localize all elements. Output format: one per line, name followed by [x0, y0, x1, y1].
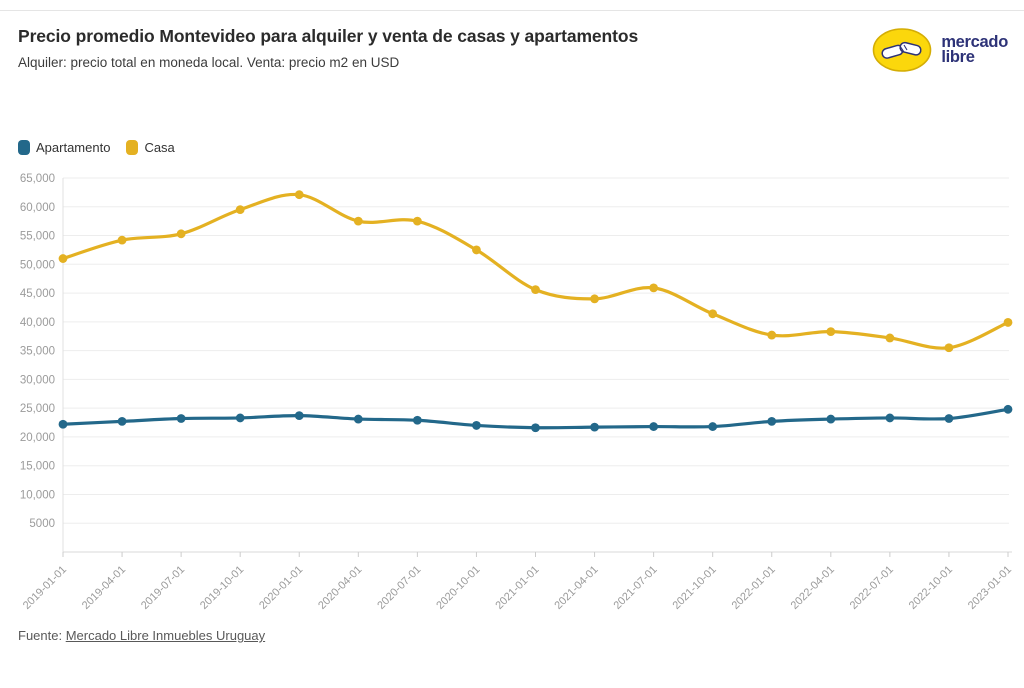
- x-axis-ticks: [62, 552, 1009, 557]
- legend-item-casa[interactable]: Casa: [126, 140, 175, 155]
- casa-point[interactable]: [235, 205, 245, 215]
- apartamento-point[interactable]: [767, 416, 777, 426]
- svg-text:2022-04-01: 2022-04-01: [789, 564, 837, 612]
- casa-point[interactable]: [826, 327, 836, 337]
- svg-text:15,000: 15,000: [20, 461, 55, 473]
- logo-word-libre: libre: [941, 48, 975, 66]
- casa-point[interactable]: [176, 229, 186, 239]
- apartamento-point[interactable]: [708, 422, 718, 431]
- top-divider: [0, 10, 1024, 11]
- svg-text:2021-01-01: 2021-01-01: [493, 564, 541, 612]
- apartamento-series[interactable]: [58, 404, 1013, 433]
- svg-text:20,000: 20,000: [20, 432, 55, 444]
- casa-point[interactable]: [767, 330, 777, 340]
- casa-point[interactable]: [353, 216, 363, 226]
- casa-point[interactable]: [1003, 318, 1013, 327]
- apartamento-point[interactable]: [58, 419, 68, 429]
- svg-text:30,000: 30,000: [20, 374, 55, 386]
- line-chart[interactable]: 5000 10,000 15,000 20,000 25,000 30,000 35,000…: [0, 165, 1024, 625]
- svg-text:65,000: 65,000: [20, 173, 55, 185]
- casa-point[interactable]: [472, 245, 481, 255]
- svg-text:2020-01-01: 2020-01-01: [257, 564, 305, 612]
- source-footer: Fuente: Mercado Libre Inmuebles Uruguay: [18, 628, 265, 643]
- legend-label-apartamento: Apartamento: [36, 140, 111, 155]
- apartamento-point[interactable]: [353, 414, 363, 424]
- casa-line: [61, 192, 1010, 350]
- svg-text:2019-10-01: 2019-10-01: [198, 564, 246, 612]
- svg-text:2022-01-01: 2022-01-01: [730, 564, 778, 612]
- casa-point[interactable]: [412, 216, 422, 226]
- casa-point[interactable]: [944, 343, 954, 353]
- svg-text:55,000: 55,000: [20, 231, 55, 243]
- svg-text:2022-10-01: 2022-10-01: [907, 564, 955, 612]
- mercadolibre-wordmark: mercado libre: [941, 32, 1008, 66]
- svg-text:2021-04-01: 2021-04-01: [552, 564, 600, 612]
- svg-text:2021-10-01: 2021-10-01: [671, 564, 719, 612]
- source-link[interactable]: Mercado Libre Inmuebles Uruguay: [65, 628, 266, 643]
- casa-point[interactable]: [590, 294, 599, 304]
- svg-text:2020-10-01: 2020-10-01: [434, 564, 482, 612]
- svg-text:40,000: 40,000: [20, 317, 55, 329]
- svg-text:2019-04-01: 2019-04-01: [80, 564, 128, 612]
- svg-text:2021-07-01: 2021-07-01: [611, 564, 659, 612]
- casa-point[interactable]: [117, 235, 127, 245]
- page-subtitle: Alquiler: precio total en moneda local. …: [18, 55, 400, 70]
- casa-point[interactable]: [649, 283, 659, 293]
- casa-point[interactable]: [58, 254, 68, 263]
- x-axis-labels: 2019-01-01 2019-04-01 2019-07-01 2019-10-01…: [21, 564, 1014, 612]
- legend-label-casa: Casa: [144, 140, 175, 155]
- svg-text:50,000: 50,000: [20, 259, 55, 271]
- svg-text:2022-07-01: 2022-07-01: [848, 564, 896, 612]
- apartamento-point[interactable]: [649, 422, 659, 431]
- casa-series[interactable]: [58, 190, 1013, 353]
- apartamento-point[interactable]: [531, 423, 540, 433]
- svg-text:10,000: 10,000: [20, 489, 55, 501]
- casa-point[interactable]: [708, 309, 718, 319]
- svg-text:45,000: 45,000: [20, 288, 55, 300]
- apartamento-point[interactable]: [944, 414, 954, 423]
- apartamento-point[interactable]: [412, 415, 422, 425]
- apartamento-point[interactable]: [885, 413, 895, 423]
- gridlines: [63, 177, 1009, 524]
- casa-point[interactable]: [885, 333, 895, 343]
- apartamento-point[interactable]: [176, 414, 186, 423]
- chart-svg[interactable]: 5000 10,000 15,000 20,000 25,000 30,000 35,000…: [0, 165, 1024, 625]
- svg-text:2019-01-01: 2019-01-01: [21, 564, 69, 612]
- chart-header: Precio promedio Montevideo para alquiler…: [18, 26, 834, 70]
- legend-swatch-casa: [126, 140, 139, 155]
- svg-text:2020-07-01: 2020-07-01: [375, 564, 423, 612]
- svg-text:2019-07-01: 2019-07-01: [139, 564, 187, 612]
- handshake-icon: [881, 41, 922, 59]
- apartamento-point[interactable]: [472, 421, 481, 430]
- svg-text:5000: 5000: [29, 518, 55, 530]
- apartamento-point[interactable]: [1003, 404, 1013, 414]
- apartamento-point[interactable]: [117, 416, 127, 426]
- apartamento-point[interactable]: [294, 411, 304, 421]
- svg-text:60,000: 60,000: [20, 202, 55, 214]
- svg-text:25,000: 25,000: [20, 403, 55, 415]
- svg-text:2023-01-01: 2023-01-01: [966, 564, 1014, 612]
- page-title: Precio promedio Montevideo para alquiler…: [18, 26, 639, 46]
- apartamento-point[interactable]: [590, 422, 599, 432]
- mercadolibre-handshake-icon: [873, 28, 932, 72]
- apartamento-point[interactable]: [826, 414, 836, 424]
- y-axis-labels: 5000 10,000 15,000 20,000 25,000 30,000 35,000…: [20, 173, 55, 530]
- apartamento-point[interactable]: [235, 413, 245, 423]
- logo-word-mercado: mercado: [941, 32, 1008, 51]
- mercadolibre-logo[interactable]: mercado libre: [871, 26, 1008, 74]
- casa-point[interactable]: [294, 190, 304, 200]
- chart-legend: Apartamento Casa: [18, 140, 175, 155]
- svg-text:35,000: 35,000: [20, 346, 55, 358]
- legend-item-apartamento[interactable]: Apartamento: [18, 140, 110, 155]
- legend-swatch-apartamento: [18, 140, 30, 155]
- casa-point[interactable]: [531, 285, 540, 295]
- svg-text:2020-04-01: 2020-04-01: [316, 564, 364, 612]
- source-prefix: Fuente:: [18, 628, 66, 643]
